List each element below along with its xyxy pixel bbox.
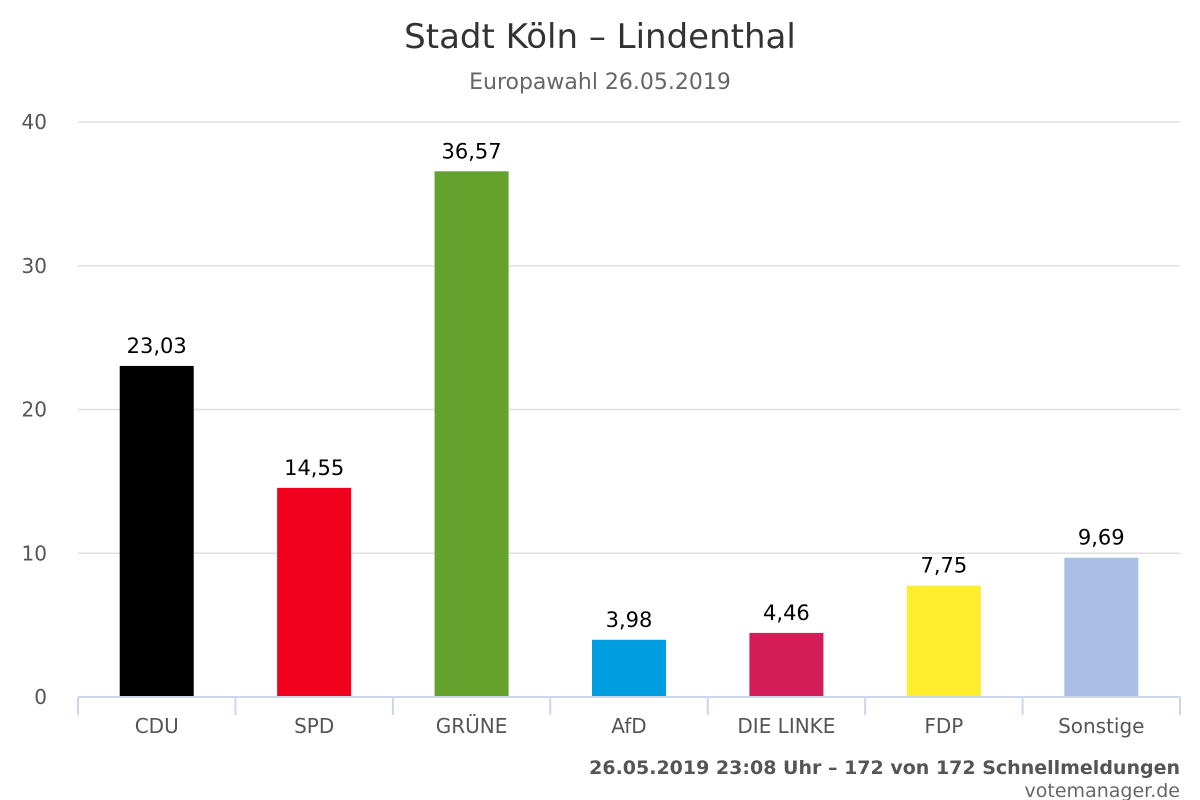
y-axis: 0 10 20 30 40 xyxy=(22,110,47,709)
data-label: 3,98 xyxy=(606,608,653,632)
bars: 23,03 14,55 36,57 3,98 4,46 7,75 9,69 xyxy=(119,139,1139,697)
bar[interactable] xyxy=(906,585,981,697)
y-tick-label: 10 xyxy=(22,541,47,565)
bar[interactable] xyxy=(434,171,509,697)
data-label: 7,75 xyxy=(920,554,967,578)
data-label: 9,69 xyxy=(1078,526,1125,550)
bar[interactable] xyxy=(1064,557,1139,697)
bar[interactable] xyxy=(592,639,666,697)
y-tick-label: 0 xyxy=(34,685,47,709)
x-axis: CDU SPD GRÜNE AfD DIE LINKE FDP Sonstige xyxy=(77,696,1181,738)
data-label: 36,57 xyxy=(442,139,502,163)
bar[interactable] xyxy=(119,365,194,697)
chart-title: Stadt Köln – Lindenthal xyxy=(404,17,796,57)
data-label: 14,55 xyxy=(284,456,344,480)
bar[interactable] xyxy=(749,632,824,697)
x-tick-label: SPD xyxy=(294,714,334,738)
x-tick-label: AfD xyxy=(611,714,646,738)
data-label: 4,46 xyxy=(763,601,810,625)
y-tick-label: 40 xyxy=(22,110,47,134)
chart-subtitle: Europawahl 26.05.2019 xyxy=(469,70,731,95)
chart-credit[interactable]: votemanager.de xyxy=(1025,780,1180,800)
data-label: 23,03 xyxy=(127,334,187,358)
x-tick-label: GRÜNE xyxy=(436,714,508,738)
x-tick-label: DIE LINKE xyxy=(737,714,835,738)
x-tick-label: Sonstige xyxy=(1058,714,1144,738)
grid-lines xyxy=(78,121,1180,554)
x-tick-label: FDP xyxy=(924,714,963,738)
y-tick-label: 30 xyxy=(22,254,47,278)
y-tick-label: 20 xyxy=(22,398,47,422)
bar[interactable] xyxy=(277,487,352,697)
chart-footer: 26.05.2019 23:08 Uhr – 172 von 172 Schne… xyxy=(589,757,1180,779)
x-tick-label: CDU xyxy=(135,714,179,738)
